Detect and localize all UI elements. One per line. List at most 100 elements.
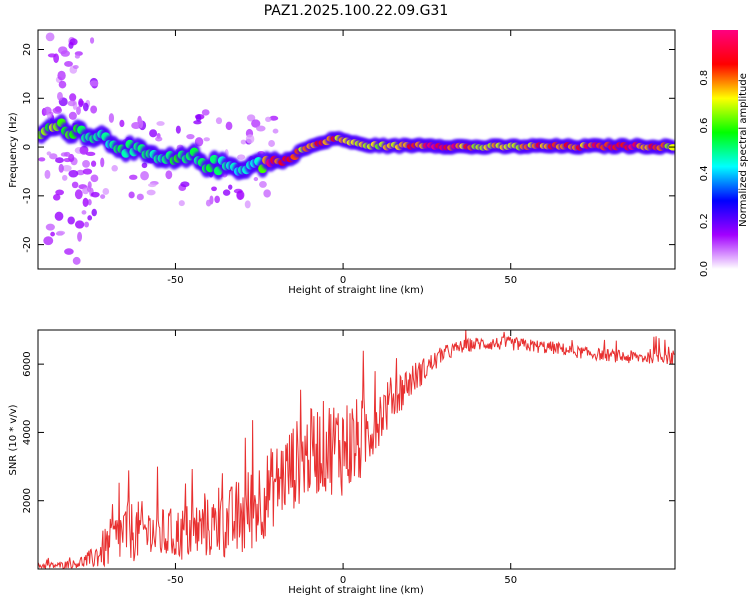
heatmap-background-cell: [203, 137, 210, 142]
heatmap-background-cell: [72, 256, 81, 265]
heatmap-background-cell: [76, 106, 81, 115]
heatmap-background-cell: [74, 189, 83, 200]
heatmap-background-cell: [43, 236, 54, 246]
heatmap-background-cell: [43, 106, 52, 116]
heatmap-background-cell: [222, 189, 231, 196]
heatmap-background-cell: [215, 117, 223, 125]
y-tick-label: 20: [22, 43, 33, 56]
heatmap-background-cell: [246, 114, 256, 122]
heatmap-background-cell: [62, 164, 72, 172]
heatmap-background-cell: [90, 191, 100, 198]
heatmap-background-cell: [90, 174, 99, 183]
heatmap-background-cell: [45, 223, 55, 231]
heatmap-background-cell: [256, 125, 266, 132]
heatmap-background-cell: [129, 174, 138, 180]
heatmap-background-cell: [228, 184, 233, 190]
heatmap-background-cell: [68, 169, 79, 178]
heatmap-background-cell: [62, 174, 68, 181]
heatmap-background-cell: [56, 230, 66, 235]
heatmap-background-cell: [52, 107, 63, 114]
x-tick-label: 0: [340, 575, 346, 586]
heatmap-background-cell: [81, 210, 87, 215]
heatmap-background-cell: [186, 134, 195, 140]
x-tick-label: 50: [504, 275, 517, 286]
heatmap-background-cell: [72, 64, 79, 70]
heatmap-background-cell: [64, 60, 73, 67]
heatmap-background-cell: [100, 194, 106, 199]
spectrogram-x-axis-label: Height of straight line (km): [288, 285, 424, 296]
heatmap-background-cell: [84, 221, 90, 228]
heatmap-background-cell: [38, 157, 46, 162]
heatmap-background-cell: [47, 113, 52, 120]
heatmap-background-cell: [140, 170, 149, 181]
heatmap-background-cell: [268, 139, 275, 147]
heatmap-background-cell: [178, 200, 185, 207]
heatmap-background-cell: [149, 129, 158, 138]
x-tick-label: 0: [340, 275, 346, 286]
y-tick-label: -10: [22, 188, 33, 204]
heatmap-background-cell: [82, 102, 89, 112]
colorbar-tick-label: 0.8: [699, 70, 710, 86]
heatmap-background-cell: [201, 109, 210, 116]
x-tick-label: -50: [167, 575, 183, 586]
heatmap-background-cell: [89, 80, 99, 87]
heatmap-background-cell: [128, 191, 135, 199]
heatmap-background-cell: [136, 193, 144, 201]
heatmap-background-cell: [85, 151, 96, 157]
y-tick-label: 6000: [22, 351, 33, 376]
heatmap-background-cell: [108, 113, 115, 123]
spectrogram-panel: -50 0 50 -20 -10 0 10 20 Height of straight li…: [8, 29, 676, 296]
heatmap-background-cell: [44, 169, 51, 179]
heatmap-background-cell: [74, 54, 80, 59]
heatmap-background-cell: [54, 211, 64, 221]
heatmap-background-cell: [87, 198, 92, 206]
snr-x-ticks: -50 0 50: [167, 330, 517, 586]
heatmap-background-cell: [58, 80, 67, 89]
heatmap-background-cell: [91, 208, 97, 217]
heatmap-background-cell: [111, 164, 118, 172]
heatmap-background-cell: [155, 136, 163, 142]
x-tick-label: -50: [167, 275, 183, 286]
heatmap-background-cell: [240, 139, 247, 145]
snr-y-axis-label: SNR (10 * v/v): [8, 404, 19, 475]
snr-panel: -50 0 50 2000 4000 6000 Height of straight l…: [8, 329, 676, 596]
heatmap-background-cell: [259, 180, 267, 188]
colorbar: 0.0 0.2 0.4 0.6 0.8 Normalized spectral ampl…: [699, 30, 749, 277]
heatmap-background-cell: [49, 153, 58, 160]
heatmap-background-cell: [82, 168, 93, 175]
heatmap-background-cell: [119, 119, 125, 128]
heatmap-background-cell: [165, 170, 173, 180]
spectrogram-frame: [37, 29, 676, 270]
snr-frame: [37, 329, 676, 570]
heatmap-background-cell: [272, 128, 279, 134]
snr-x-axis-label: Height of straight line (km): [288, 585, 424, 596]
heatmap-background-cell: [214, 195, 220, 204]
y-tick-label: 4000: [22, 420, 33, 445]
heatmap-background-cell: [58, 163, 64, 173]
x-tick-label: 50: [504, 575, 517, 586]
y-tick-label: 2000: [22, 488, 33, 513]
heatmap-background-cell: [46, 151, 52, 156]
figure-title: PAZ1.2025.100.22.09.G31: [264, 3, 449, 19]
heatmap-background-cell: [57, 91, 63, 101]
colorbar-tick-label: 0.2: [699, 213, 710, 229]
heatmap-background-cell: [253, 176, 259, 182]
heatmap-background-cell: [67, 216, 75, 225]
heatmap-background-cell: [87, 215, 93, 221]
spectrogram-heatmap: [38, 32, 675, 265]
heatmap-background-cell: [47, 53, 57, 58]
colorbar-ticks: 0.0 0.2 0.4 0.6 0.8: [699, 70, 710, 277]
colorbar-tick-label: 0.6: [699, 118, 710, 134]
heatmap-background-cell: [86, 185, 92, 192]
snr-series: [38, 330, 675, 569]
heatmap-background-cell: [50, 231, 55, 237]
heatmap-background-cell: [175, 125, 181, 134]
heatmap-background-cell: [77, 231, 83, 242]
heatmap-background-cell: [225, 121, 233, 131]
heatmap-background-cell: [55, 157, 64, 164]
heatmap-background-cell: [146, 189, 156, 196]
heatmap-background-cell: [141, 162, 148, 169]
heatmap-background-cell: [71, 181, 79, 189]
heatmap-background-cell: [64, 151, 71, 157]
heatmap-background-cell: [57, 70, 66, 81]
